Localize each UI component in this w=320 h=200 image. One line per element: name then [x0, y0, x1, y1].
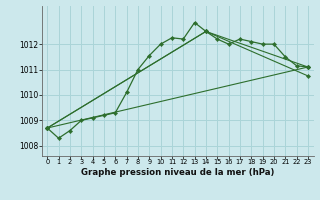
- X-axis label: Graphe pression niveau de la mer (hPa): Graphe pression niveau de la mer (hPa): [81, 168, 274, 177]
